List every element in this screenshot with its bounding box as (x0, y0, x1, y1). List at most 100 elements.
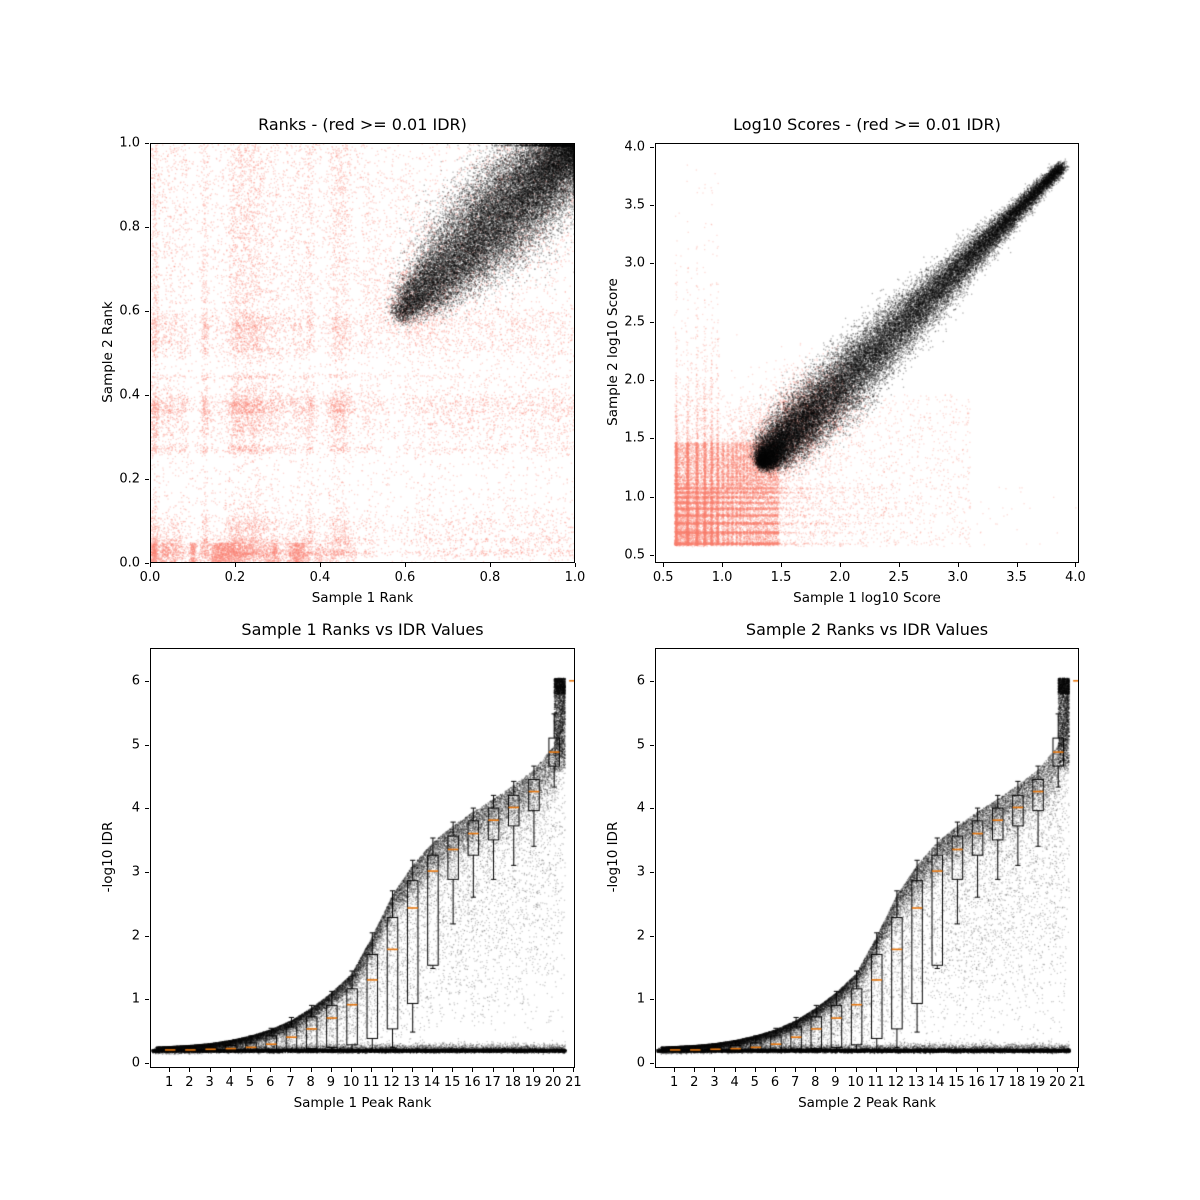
scatter-canvas (656, 649, 1078, 1067)
x-tick-label: 2 (690, 1075, 699, 1090)
y-tick-mark (145, 999, 149, 1001)
x-tick-label: 0.0 (139, 570, 161, 585)
x-tick-label: 0.5 (652, 570, 674, 585)
x-tick-label: 11 (867, 1075, 885, 1090)
x-tick-mark (310, 1068, 312, 1072)
x-tick-label: 20 (1048, 1075, 1066, 1090)
x-tick-mark (472, 1068, 474, 1072)
x-tick-mark (573, 1068, 575, 1072)
y-tick-label: 4 (131, 800, 140, 816)
x-tick-mark (936, 1068, 938, 1072)
x-tick-mark (492, 1068, 494, 1072)
x-tick-mark (452, 1068, 454, 1072)
y-tick-label: 6 (131, 673, 140, 689)
x-tick-label: 11 (363, 1075, 380, 1090)
x-tick-mark (1037, 1068, 1039, 1072)
y-tick-label: 2.0 (624, 372, 645, 388)
x-tick-label: 14 (423, 1075, 441, 1090)
x-tick-mark (391, 1068, 393, 1072)
x-tick-label: 3.5 (1006, 570, 1027, 585)
x-tick-mark (351, 1068, 353, 1072)
x-tick-mark (490, 563, 491, 567)
y-tick-mark (650, 496, 654, 498)
y-tick-mark (145, 395, 149, 396)
scatter-canvas (656, 144, 1078, 562)
y-tick-label: 3 (131, 864, 140, 880)
y-tick-label: 1.0 (119, 135, 140, 151)
y-axis-label: -log10 IDR (605, 821, 621, 893)
x-tick-label: 20 (544, 1075, 562, 1090)
y-tick-mark (145, 872, 149, 873)
y-tick-mark (650, 872, 654, 873)
x-tick-label: 5 (245, 1075, 255, 1090)
x-tick-mark (169, 1068, 171, 1072)
x-tick-label: 17 (484, 1075, 501, 1090)
y-tick-mark (145, 808, 149, 810)
x-tick-mark (330, 1068, 332, 1072)
x-tick-label: 8 (811, 1075, 820, 1090)
y-tick-label: 4.0 (624, 139, 645, 154)
x-tick-label: 18 (1008, 1075, 1026, 1090)
x-tick-label: 1 (670, 1075, 679, 1090)
x-tick-mark (189, 1068, 191, 1072)
y-tick-label: 1 (131, 991, 140, 1007)
x-tick-mark (795, 1068, 797, 1072)
x-tick-label: 0.8 (479, 570, 501, 585)
x-tick-mark (774, 1068, 776, 1072)
x-tick-label: 19 (1028, 1075, 1046, 1090)
x-tick-mark (512, 1068, 514, 1072)
x-tick-label: 6 (770, 1075, 780, 1090)
x-axis-label: Sample 1 log10 Score (793, 590, 941, 606)
x-tick-label: 19 (524, 1075, 542, 1090)
plot-title: Sample 1 Ranks vs IDR Values (241, 620, 484, 639)
x-tick-mark (875, 1068, 877, 1072)
x-tick-mark (1077, 1068, 1079, 1072)
x-tick-label: 10 (342, 1075, 360, 1090)
y-axis-label: Sample 2 Rank (100, 301, 116, 403)
x-tick-mark (270, 1068, 272, 1072)
y-tick-mark (650, 935, 654, 937)
y-tick-mark (650, 146, 654, 148)
x-tick-mark (839, 563, 841, 567)
y-tick-mark (145, 311, 149, 312)
x-tick-mark (431, 1068, 433, 1072)
y-tick-mark (650, 554, 654, 556)
x-tick-label: 7 (286, 1075, 295, 1090)
x-tick-label: 3 (205, 1075, 214, 1090)
y-tick-label: 3.5 (624, 197, 645, 213)
plot-area (150, 648, 575, 1068)
x-tick-label: 3 (710, 1075, 719, 1090)
y-tick-label: 2 (131, 928, 140, 944)
x-tick-label: 5 (750, 1075, 759, 1090)
x-tick-label: 21 (565, 1075, 582, 1090)
x-tick-label: 4 (225, 1075, 234, 1090)
x-tick-mark (235, 563, 236, 567)
x-tick-mark (663, 563, 665, 567)
x-tick-label: 2.0 (829, 570, 851, 585)
y-tick-label: 4 (636, 800, 645, 816)
x-tick-label: 0.6 (394, 570, 416, 585)
x-tick-label: 1 (165, 1075, 174, 1090)
plot-title: Ranks - (red >= 0.01 IDR) (258, 115, 467, 134)
x-tick-mark (895, 1068, 897, 1072)
x-axis-label: Sample 1 Peak Rank (293, 1095, 432, 1111)
scatter-canvas (151, 144, 574, 562)
x-tick-mark (898, 563, 900, 567)
y-tick-label: 1.0 (624, 489, 645, 504)
x-tick-mark (1016, 563, 1018, 567)
x-tick-mark (1016, 1068, 1018, 1072)
x-tick-label: 21 (1069, 1075, 1086, 1090)
x-tick-label: 14 (927, 1075, 945, 1090)
x-tick-mark (411, 1068, 413, 1072)
x-tick-label: 15 (948, 1075, 965, 1090)
plot-title: Sample 2 Ranks vs IDR Values (745, 620, 989, 639)
y-tick-label: 2 (636, 928, 645, 944)
plot-area (655, 143, 1079, 563)
y-tick-mark (145, 227, 149, 228)
x-tick-mark (815, 1068, 817, 1072)
x-tick-label: 6 (266, 1075, 275, 1090)
x-tick-label: 2.5 (888, 570, 910, 585)
